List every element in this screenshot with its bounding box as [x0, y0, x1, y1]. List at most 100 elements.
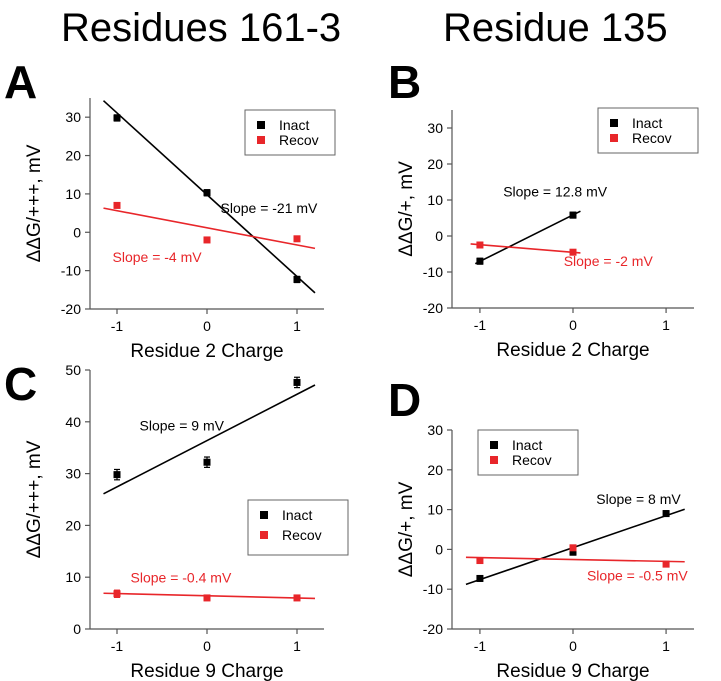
panel-letter: C: [4, 358, 37, 410]
y-tick-label: 30: [65, 109, 81, 125]
legend-label-inact: Inact: [512, 437, 542, 453]
legend-box: [477, 429, 579, 476]
y-axis-label: ΔΔG/+, mV: [396, 481, 417, 577]
data-point-inact: [113, 114, 121, 122]
data-point-recov: [203, 236, 211, 244]
slope-annotation: Slope = -2 mV: [564, 253, 654, 269]
data-point-recov: [293, 235, 301, 243]
data-point-inact: [113, 471, 121, 479]
x-tick-label: 1: [662, 317, 670, 333]
x-tick-label: 0: [569, 317, 577, 333]
slope-annotation: Slope = 9 mV: [140, 418, 225, 434]
panel-letter: D: [388, 374, 421, 426]
x-axis-label: Residue 9 Charge: [496, 661, 649, 681]
y-tick-label: -10: [61, 263, 81, 279]
y-tick-label: -20: [423, 621, 443, 637]
data-point-recov: [476, 241, 484, 249]
y-tick-label: 20: [427, 156, 443, 172]
y-tick-label: -20: [61, 301, 81, 317]
x-tick-label: -1: [474, 317, 487, 333]
y-tick-label: 10: [427, 192, 443, 208]
y-tick-label: 0: [435, 228, 443, 244]
y-axis-label: ΔΔG/+, mV: [396, 161, 417, 257]
fit-line-recov: [470, 243, 581, 254]
x-tick-label: 1: [662, 638, 670, 654]
data-point-inact: [203, 458, 211, 466]
slope-annotation: Slope = 12.8 mV: [503, 183, 608, 199]
y-tick-label: -20: [423, 300, 443, 316]
legend-box: [247, 499, 349, 556]
y-tick-label: -10: [423, 264, 443, 280]
left-column-title: Residues 161-3: [61, 6, 342, 50]
slope-annotation: Slope = -21 mV: [221, 200, 319, 216]
data-point-recov: [113, 201, 121, 209]
x-tick-label: 1: [293, 638, 301, 654]
legend-swatch-recov: [257, 136, 265, 144]
legend-label-recov: Recov: [279, 132, 319, 148]
data-point-recov: [293, 594, 301, 602]
y-axis-label: ΔΔG/+++, mV: [24, 440, 45, 558]
data-point-inact: [662, 510, 670, 518]
legend-label-inact: Inact: [632, 115, 662, 131]
fit-line-recov: [103, 207, 316, 250]
y-tick-label: 10: [65, 569, 81, 585]
x-tick-label: 0: [569, 638, 577, 654]
slope-annotation: Slope = 8 mV: [596, 491, 681, 507]
data-point-inact: [569, 211, 577, 219]
legend-label-recov: Recov: [632, 130, 672, 146]
y-axis-label: ΔΔG/+++, mV: [24, 144, 45, 262]
y-tick-label: 50: [65, 362, 81, 378]
y-tick-label: 10: [427, 502, 443, 518]
y-tick-label: 0: [73, 621, 81, 637]
data-point-inact: [569, 548, 577, 556]
y-tick-label: 0: [435, 541, 443, 557]
data-point-recov: [203, 594, 211, 602]
legend-swatch-inact: [260, 511, 268, 519]
legend-label-recov: Recov: [512, 452, 552, 468]
data-point-recov: [569, 248, 577, 256]
x-axis-label: Residue 2 Charge: [496, 340, 649, 361]
slope-annotation: Slope = -0.4 mV: [131, 569, 232, 585]
data-point-recov: [476, 557, 484, 565]
x-axis-label: Residue 9 Charge: [130, 661, 283, 681]
slope-annotation: Slope = -0.5 mV: [587, 567, 688, 583]
legend-swatch-inact: [257, 121, 265, 129]
panel-letter: B: [388, 56, 421, 108]
legend-box: [597, 107, 699, 154]
data-point-inact: [293, 378, 301, 386]
x-tick-label: -1: [111, 638, 124, 654]
data-point-inact: [203, 189, 211, 197]
legend-label-recov: Recov: [282, 527, 322, 543]
y-tick-label: 30: [427, 422, 443, 438]
legend-swatch-recov: [260, 531, 268, 539]
y-tick-label: 10: [65, 186, 81, 202]
fit-line-inact: [103, 384, 316, 495]
x-tick-label: 1: [293, 318, 301, 334]
data-point-inact: [476, 257, 484, 265]
y-tick-label: 20: [427, 462, 443, 478]
x-tick-label: -1: [474, 638, 487, 654]
fit-line-inact: [474, 210, 581, 265]
legend-label-inact: Inact: [282, 507, 312, 523]
y-tick-label: 0: [73, 224, 81, 240]
y-tick-label: 30: [65, 466, 81, 482]
data-point-inact: [293, 275, 301, 283]
right-column-title: Residue 135: [443, 6, 668, 50]
data-point-recov: [113, 590, 121, 598]
data-point-inact: [476, 574, 484, 582]
legend-box: [244, 109, 336, 156]
legend-swatch-inact: [490, 441, 498, 449]
y-tick-label: 20: [65, 148, 81, 164]
x-tick-label: 0: [203, 638, 211, 654]
data-point-recov: [569, 544, 577, 552]
x-tick-label: 0: [203, 318, 211, 334]
x-tick-label: -1: [111, 318, 124, 334]
fit-line-inact: [102, 100, 316, 294]
chart-panel-c: C 0 10 20 30 40 50 -1 0 1 Residue 9 Charge ΔΔG/+++,…: [4, 358, 349, 681]
